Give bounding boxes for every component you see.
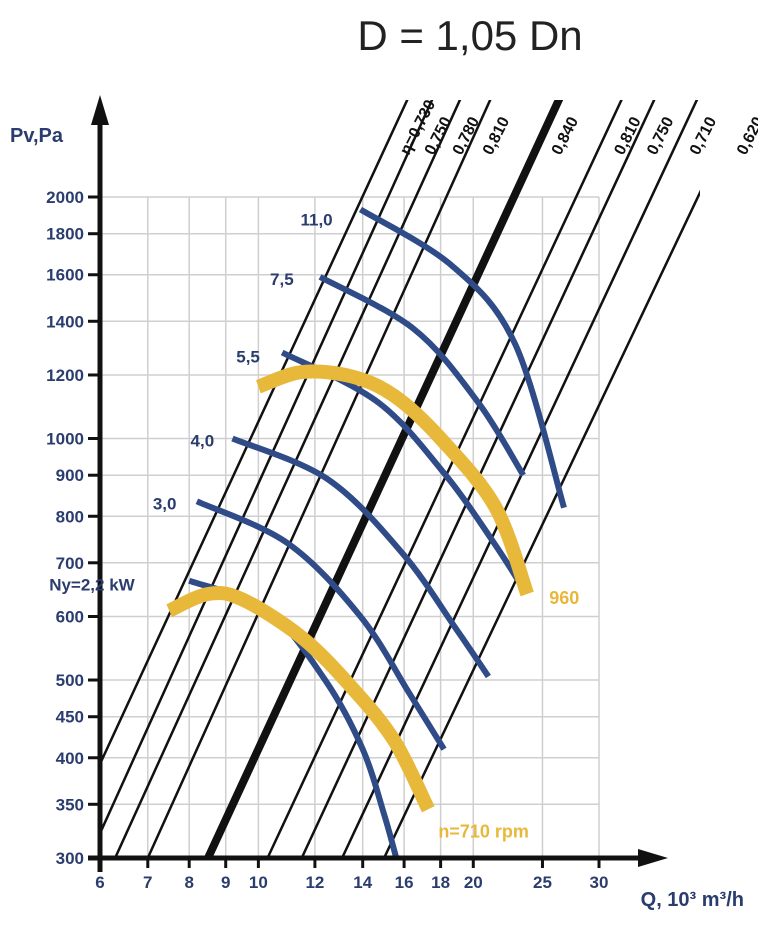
x-tick-label: 10 bbox=[249, 873, 268, 892]
y-tick-label: 500 bbox=[56, 671, 84, 690]
y-tick-label: 800 bbox=[56, 507, 84, 526]
x-axis-arrow bbox=[638, 849, 668, 867]
y-axis-label: Pv,Pa bbox=[10, 125, 64, 147]
efficiency-line bbox=[113, 100, 462, 858]
y-tick-label: 450 bbox=[56, 708, 84, 727]
efficiency-label: 0,620 bbox=[734, 114, 758, 157]
power-curve-label: 4,0 bbox=[191, 432, 215, 451]
x-tick-label: 20 bbox=[464, 873, 483, 892]
efficiency-line bbox=[300, 100, 656, 858]
x-tick-label: 30 bbox=[590, 873, 609, 892]
x-tick-label: 8 bbox=[184, 873, 193, 892]
y-tick-label: 350 bbox=[56, 795, 84, 814]
power-curve bbox=[318, 274, 526, 477]
y-tick-label: 900 bbox=[56, 466, 84, 485]
y-axis-arrow bbox=[91, 95, 109, 125]
power-curve-label: 3,0 bbox=[153, 494, 177, 513]
efficiency-line bbox=[382, 189, 700, 858]
efficiency-label: 0,810 bbox=[480, 114, 513, 157]
speed-curve bbox=[255, 364, 534, 597]
y-tick-label: 700 bbox=[56, 554, 84, 573]
power-curve-label: 5,5 bbox=[236, 347, 260, 366]
chart-title: D = 1,05 Dn bbox=[357, 12, 582, 59]
power-curve-label: 11,0 bbox=[300, 210, 332, 229]
power-curve-label: Ny=2,2 kW bbox=[49, 576, 135, 595]
speed-curve-label: 960 bbox=[549, 588, 579, 608]
y-tick-label: 600 bbox=[56, 607, 84, 626]
y-tick-label: 2000 bbox=[46, 188, 84, 207]
x-tick-label: 16 bbox=[395, 873, 414, 892]
power-curve-label: 7,5 bbox=[270, 270, 294, 289]
efficiency-label: 0,710 bbox=[687, 114, 720, 157]
efficiency-line bbox=[100, 100, 434, 834]
efficiency-line bbox=[204, 100, 564, 858]
x-axis-label: Q, 10³ m³/h bbox=[641, 889, 744, 911]
efficiency-label: 0,810 bbox=[611, 114, 644, 157]
efficiency-label: 0,840 bbox=[549, 114, 582, 157]
y-tick-label: 1000 bbox=[46, 430, 84, 449]
efficiency-line bbox=[100, 100, 409, 765]
y-tick-label: 1600 bbox=[46, 266, 84, 285]
x-tick-label: 9 bbox=[221, 873, 230, 892]
x-tick-label: 7 bbox=[143, 873, 152, 892]
power-curve bbox=[195, 498, 447, 751]
speed-curve bbox=[166, 586, 435, 813]
y-tick-label: 400 bbox=[56, 749, 84, 768]
speed-curve-label: n=710 rpm bbox=[438, 821, 529, 841]
efficiency-label: 0,780 bbox=[450, 114, 483, 157]
y-tick-label: 1400 bbox=[46, 312, 84, 331]
x-tick-label: 25 bbox=[533, 873, 552, 892]
x-tick-label: 14 bbox=[353, 873, 372, 892]
y-tick-label: 1800 bbox=[46, 225, 84, 244]
y-tick-label: 1200 bbox=[46, 366, 84, 385]
x-tick-label: 6 bbox=[95, 873, 104, 892]
y-tick-label: 300 bbox=[56, 849, 84, 868]
power-curve bbox=[358, 206, 567, 509]
power-curve bbox=[231, 435, 491, 679]
x-tick-label: 18 bbox=[431, 873, 450, 892]
x-tick-label: 12 bbox=[305, 873, 324, 892]
